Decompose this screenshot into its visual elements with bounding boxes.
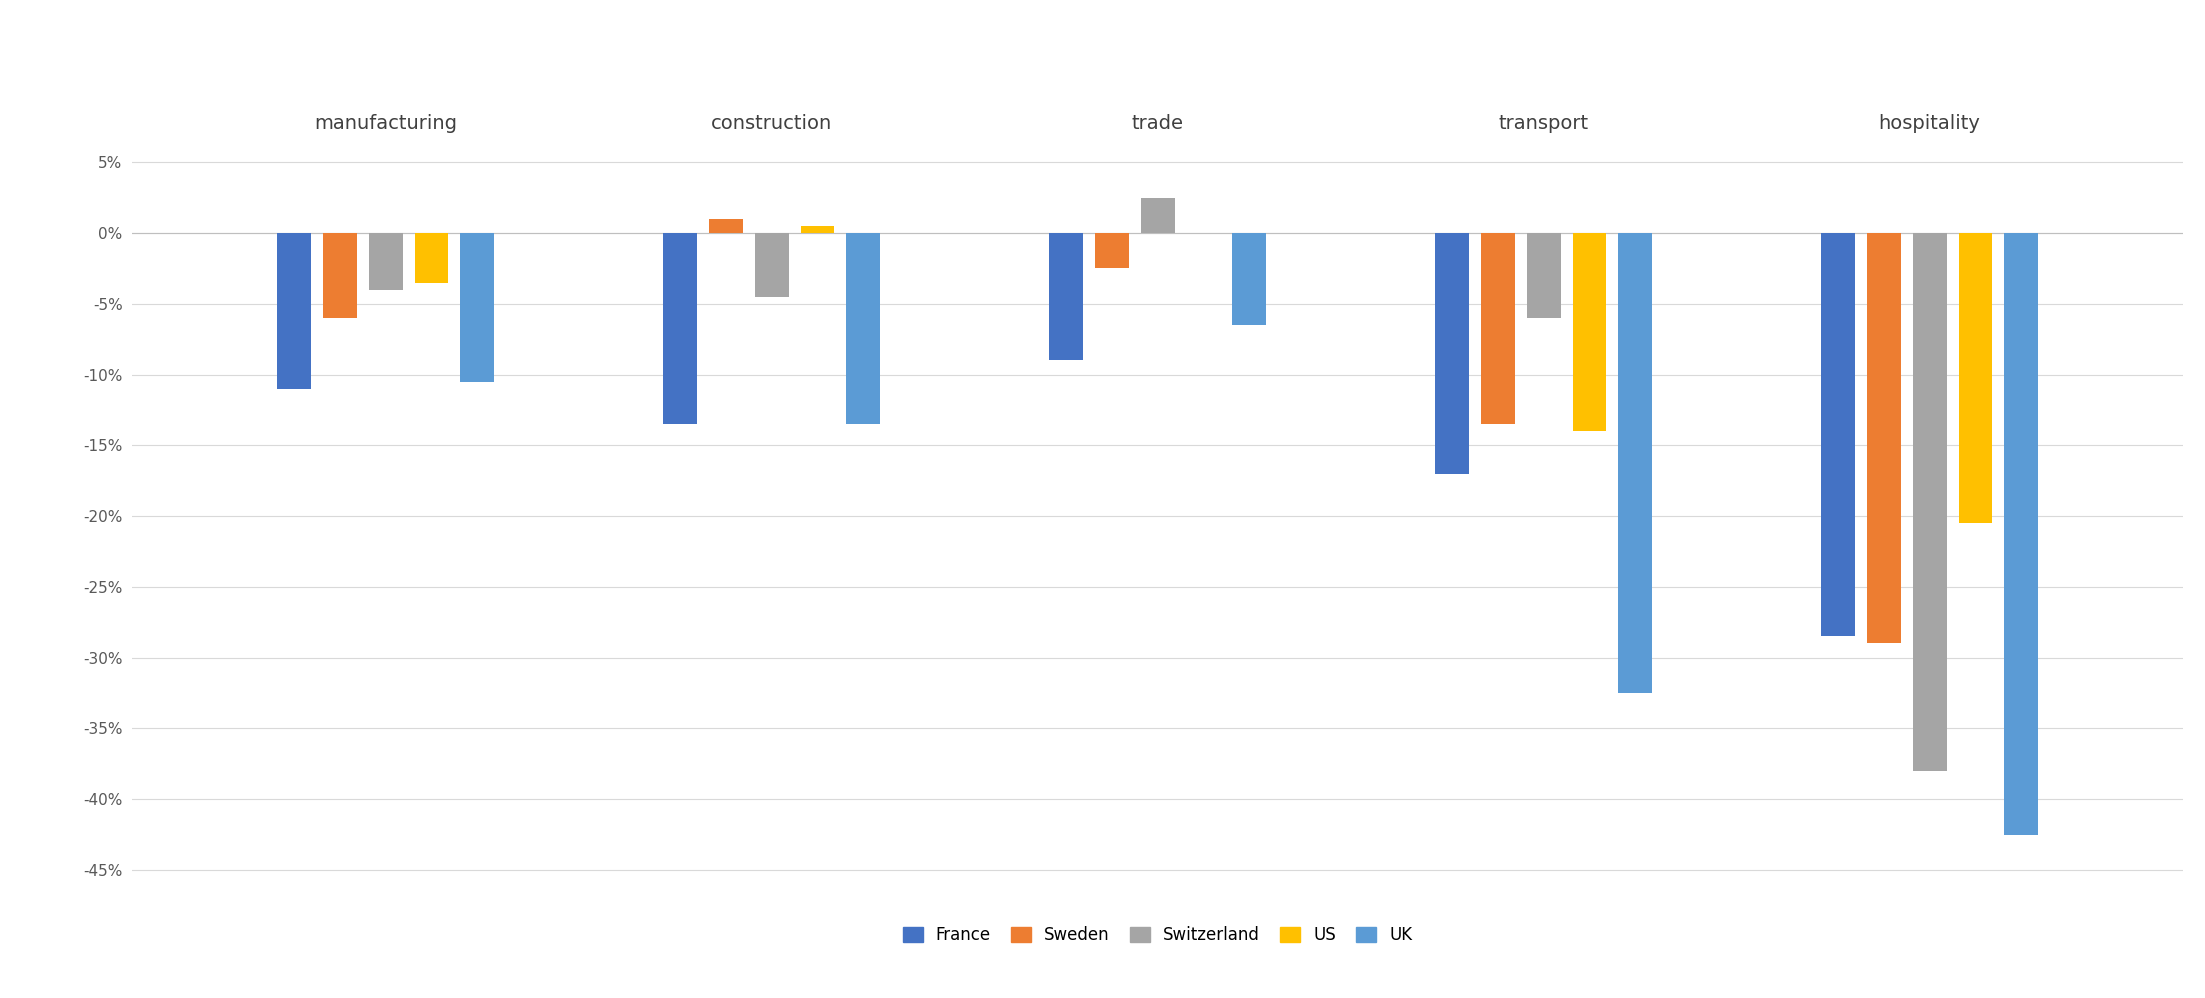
Bar xyxy=(1912,233,1947,770)
Bar xyxy=(1526,233,1561,318)
Legend: France, Sweden, Switzerland, US, UK: France, Sweden, Switzerland, US, UK xyxy=(902,926,1413,944)
Text: trade: trade xyxy=(1131,115,1184,134)
Bar xyxy=(322,233,357,318)
Bar xyxy=(278,233,311,388)
Text: manufacturing: manufacturing xyxy=(313,115,456,134)
Bar xyxy=(1096,233,1129,268)
Bar xyxy=(1233,233,1266,325)
Bar xyxy=(847,233,880,424)
Text: transport: transport xyxy=(1499,115,1588,134)
Bar xyxy=(1482,233,1515,424)
Text: hospitality: hospitality xyxy=(1879,115,1980,134)
Bar xyxy=(664,233,697,424)
Bar xyxy=(415,233,448,282)
Bar xyxy=(800,226,833,233)
Bar xyxy=(461,233,494,381)
Bar xyxy=(1140,198,1175,233)
Bar xyxy=(754,233,789,296)
Bar xyxy=(1572,233,1607,431)
Bar xyxy=(1618,233,1652,693)
Bar xyxy=(1821,233,1854,637)
Bar xyxy=(1435,233,1469,474)
Bar xyxy=(1958,233,1993,523)
Bar xyxy=(1868,233,1901,644)
Bar xyxy=(708,219,743,233)
Bar xyxy=(368,233,404,289)
Bar xyxy=(2004,233,2037,834)
Text: construction: construction xyxy=(710,115,831,134)
Bar xyxy=(1050,233,1083,360)
